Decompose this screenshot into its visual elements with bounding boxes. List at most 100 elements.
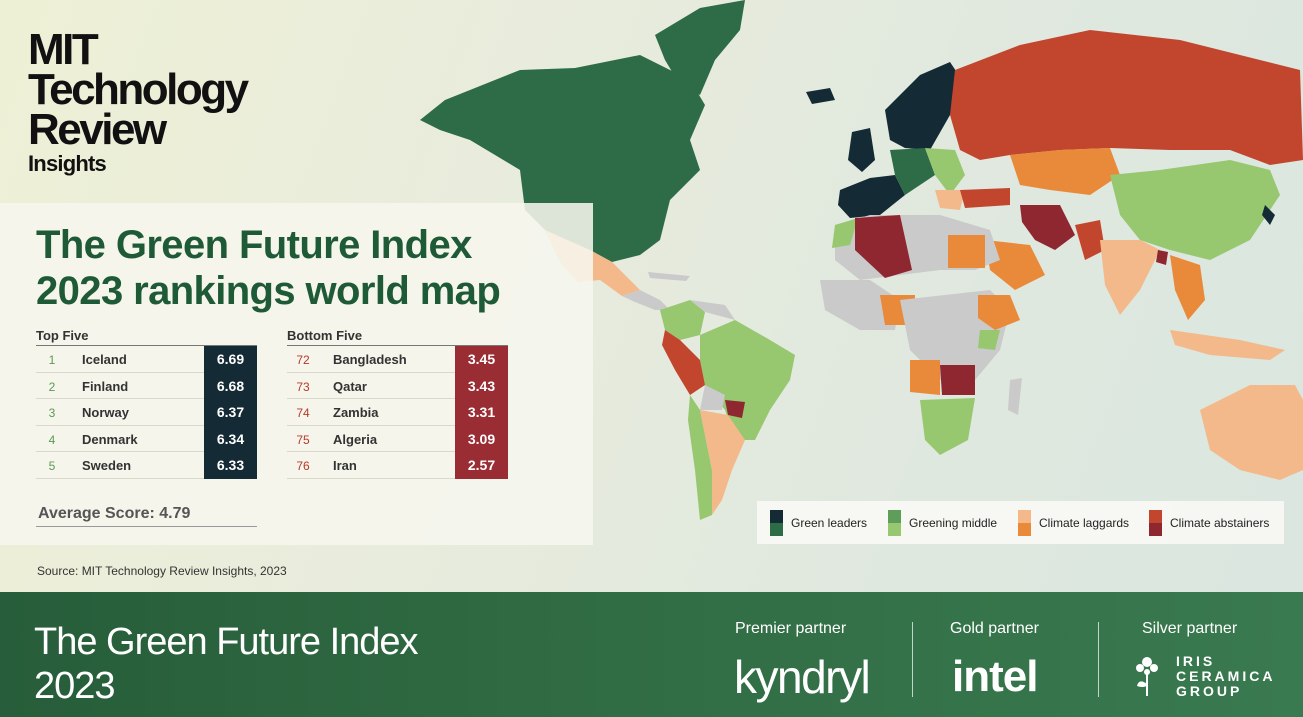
top-five-heading: Top Five	[36, 328, 257, 346]
footer-title-line-1: The Green Future Index	[34, 621, 419, 663]
table-row: 75 Algeria 3.09	[287, 425, 508, 452]
row-country: Denmark	[82, 431, 138, 447]
iris-ceramica-logo: IRIS CERAMICA GROUP	[1176, 654, 1275, 699]
bottom-five-table: Bottom Five 72 Bangladesh 3.45 73 Qatar …	[287, 328, 508, 479]
row-score: 3.45	[455, 346, 508, 373]
row-rank: 74	[296, 406, 310, 420]
row-rank: 75	[296, 432, 310, 447]
map-se-asia	[1170, 255, 1205, 320]
map-pakistan	[1075, 220, 1105, 260]
map-cuba	[648, 272, 690, 281]
legend-swatch	[770, 510, 783, 536]
world-map	[420, 0, 1303, 520]
row-country: Algeria	[333, 431, 378, 447]
row-rank: 76	[296, 459, 310, 473]
title-line-2: 2023 rankings world map	[36, 269, 501, 313]
bottom-five-heading: Bottom Five	[287, 328, 508, 346]
map-algeria	[855, 215, 912, 278]
logo-line-3: Review	[28, 105, 167, 154]
legend-swatch	[1149, 510, 1162, 536]
map-ethiopia	[978, 295, 1020, 330]
map-west-africa	[820, 280, 900, 330]
iris-line-3: GROUP	[1176, 683, 1243, 699]
gold-partner-label: Gold partner	[950, 620, 1039, 637]
row-score: 3.31	[455, 399, 508, 426]
row-rank: 72	[296, 353, 310, 367]
row-country: Sweden	[82, 458, 132, 473]
row-score: 6.68	[204, 372, 257, 399]
row-score: 3.43	[455, 372, 508, 399]
row-rank: 2	[48, 379, 56, 394]
map-turkey	[960, 188, 1010, 208]
legend-label: Climate laggards	[1039, 516, 1130, 530]
kyndryl-logo: kyndryl	[734, 651, 871, 703]
map-japan	[1262, 205, 1275, 225]
map-iceland	[806, 88, 835, 104]
map-scandinavia	[885, 62, 962, 150]
map-east-europe	[925, 148, 965, 195]
map-legend: Green leaders Greening middle Climate la…	[757, 501, 1284, 544]
map-madagascar	[1008, 378, 1022, 415]
map-argentina	[700, 410, 745, 515]
row-rank: 4	[48, 432, 56, 447]
table-row: 5 Sweden 6.33	[36, 452, 257, 479]
row-score: 3.09	[455, 425, 508, 452]
map-angola	[910, 360, 940, 395]
top-five-table: Top Five 1 Iceland 6.69 2 Finland 6.68 3…	[36, 328, 257, 479]
row-score: 6.69	[204, 346, 257, 373]
legend-label: Climate abstainers	[1170, 516, 1270, 530]
footer-title: The Green Future Index 2023	[34, 620, 419, 708]
legend-swatch	[1018, 510, 1031, 536]
map-chile	[688, 395, 712, 520]
map-bolivia	[700, 385, 725, 410]
table-row: 73 Qatar 3.43	[287, 372, 508, 399]
row-score: 2.57	[455, 452, 508, 479]
map-indonesia	[1170, 330, 1285, 360]
logo-line-4: Insights	[28, 151, 107, 176]
map-india	[1100, 240, 1160, 315]
map-morocco	[832, 218, 858, 248]
row-rank: 5	[48, 459, 56, 473]
row-rank: 3	[48, 406, 56, 420]
map-peru	[662, 330, 705, 395]
map-south-africa	[920, 398, 975, 455]
row-country: Iran	[333, 458, 357, 473]
source-note: Source: MIT Technology Review Insights, …	[37, 564, 287, 578]
map-saudi	[985, 240, 1045, 290]
table-row: 1 Iceland 6.69	[36, 346, 257, 373]
row-score: 6.37	[204, 399, 257, 426]
row-country: Zambia	[333, 405, 379, 420]
table-row: 3 Norway 6.37	[36, 399, 257, 426]
table-row: 74 Zambia 3.31	[287, 399, 508, 426]
average-score: Average Score: 4.79	[36, 505, 257, 527]
map-balkans	[935, 190, 965, 210]
iris-line-2: CERAMICA	[1176, 668, 1276, 684]
map-china	[1110, 160, 1280, 260]
table-row: 2 Finland 6.68	[36, 372, 257, 399]
row-country: Norway	[82, 405, 129, 420]
row-country: Bangladesh	[333, 352, 407, 367]
legend-label: Green leaders	[791, 516, 868, 530]
iris-flower-icon	[1136, 657, 1158, 696]
map-iran	[1020, 205, 1075, 250]
map-paraguay	[725, 400, 745, 418]
page-title: The Green Future Index 2023 rankings wor…	[36, 222, 501, 314]
title-line-1: The Green Future Index	[36, 223, 472, 267]
partner-divider	[912, 622, 913, 697]
partner-divider	[1098, 622, 1099, 697]
map-venezuela	[690, 300, 735, 320]
footer-title-line-2: 2023	[34, 665, 116, 707]
map-north-america	[420, 55, 705, 262]
table-row: 4 Denmark 6.34	[36, 425, 257, 452]
map-egypt	[948, 235, 985, 268]
row-score: 6.33	[204, 452, 257, 479]
map-bangladesh	[1156, 250, 1168, 265]
mit-tr-logo: MIT Technology Review Insights	[28, 28, 249, 176]
legend-label: Greening middle	[909, 516, 998, 530]
map-russia	[950, 30, 1303, 165]
map-greenland	[655, 0, 745, 95]
row-country: Finland	[82, 378, 129, 394]
row-country: Qatar	[333, 378, 367, 394]
map-germany-area	[890, 148, 935, 195]
